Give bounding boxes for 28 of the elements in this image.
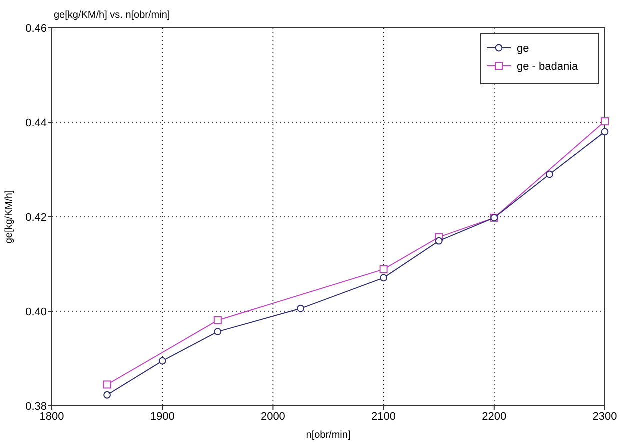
legend-label: ge <box>517 43 530 55</box>
chart-title: ge[kg/KM/h] vs. n[obr/min] <box>54 10 170 21</box>
y-tick-label: 0.42 <box>26 212 47 224</box>
y-axis-title: ge[kg/KM/h] <box>4 190 15 244</box>
point <box>103 380 112 389</box>
x-tick-label: 2000 <box>260 411 286 423</box>
y-tick-label: 0.44 <box>26 118 47 130</box>
point <box>297 304 305 312</box>
x-tick-label: 1800 <box>40 411 64 423</box>
x-tick-label: 2100 <box>372 411 396 423</box>
x-tick-label: 2200 <box>482 411 507 423</box>
point <box>158 357 166 365</box>
point <box>104 391 111 399</box>
y-tick-label: 0.46 <box>26 23 47 35</box>
legend-label: ge - badania <box>517 61 580 73</box>
point <box>214 316 222 324</box>
point <box>214 328 222 336</box>
point <box>601 128 609 136</box>
point <box>601 118 609 126</box>
y-tick-label: 0.38 <box>26 401 47 413</box>
x-tick-label: 1900 <box>150 411 175 423</box>
point <box>380 265 388 274</box>
x-tick-label: 2300 <box>592 411 618 423</box>
y-tick-label: 0.40 <box>26 306 47 318</box>
x-axis-title: n[obr/min] <box>306 430 351 441</box>
point <box>435 237 443 245</box>
point <box>380 274 388 282</box>
point <box>546 170 554 178</box>
